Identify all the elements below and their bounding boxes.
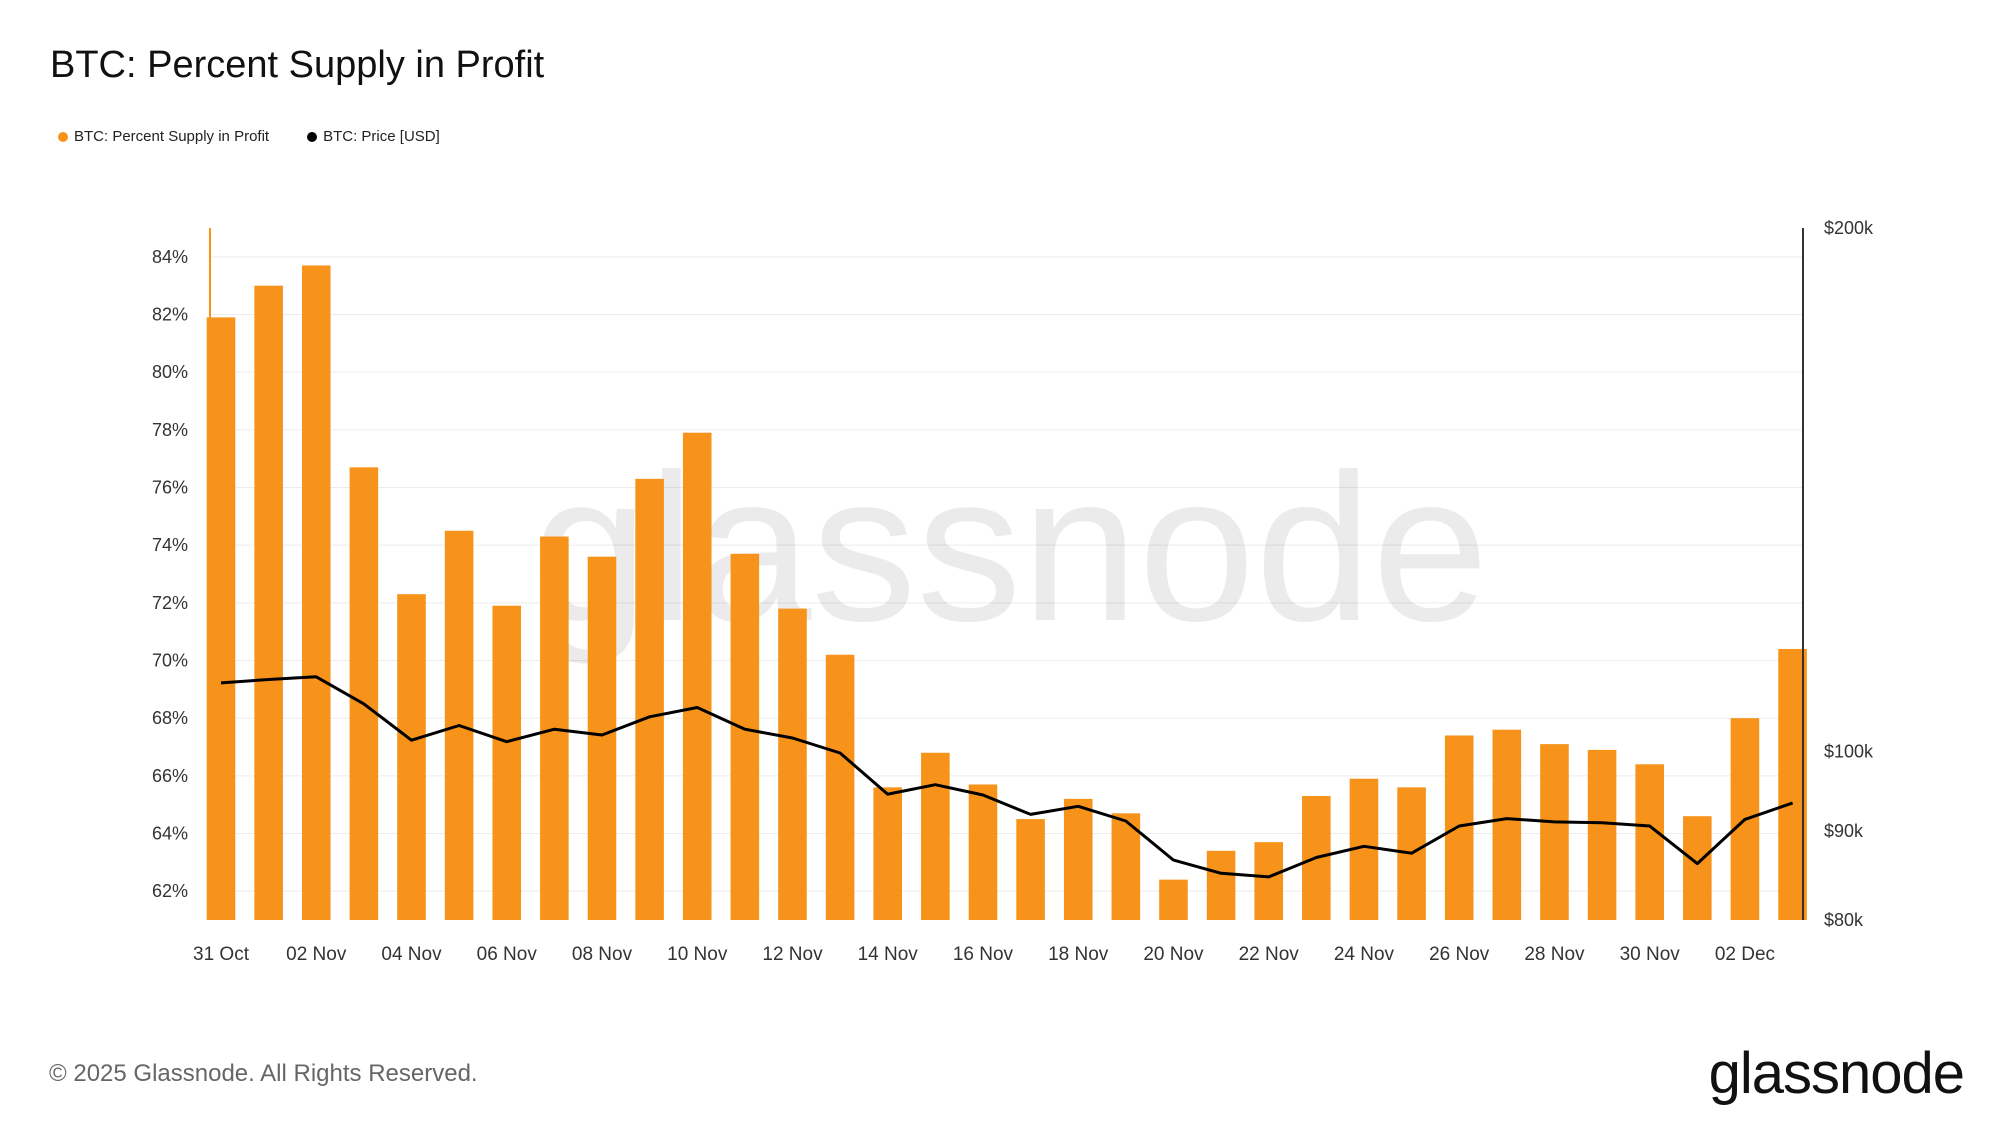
x-tick-label: 20 Nov (1143, 944, 1204, 965)
bar (492, 605, 522, 920)
bar (1063, 798, 1093, 920)
bar (206, 317, 236, 921)
x-tick-label: 14 Nov (858, 944, 919, 965)
bar (1635, 764, 1664, 920)
bar (1111, 813, 1141, 920)
bar (349, 467, 379, 920)
y-right-tick-label: $100k (1824, 741, 1874, 761)
y-axis-right-ticks: $80k $90k $100k $200k (1824, 218, 1874, 930)
bar (1683, 816, 1712, 920)
y-right-tick-label: $200k (1824, 218, 1874, 238)
bar (635, 478, 664, 920)
y-left-tick-label: 62% (152, 881, 188, 901)
bar (1444, 735, 1474, 920)
bar (730, 553, 760, 920)
bar (301, 265, 331, 920)
x-tick-label: 10 Nov (667, 944, 728, 965)
price-line (220, 675, 1794, 879)
bar (397, 594, 426, 920)
legend-label-supply: BTC: Percent Supply in Profit (74, 128, 270, 145)
bar (1587, 749, 1617, 920)
y-right-tick-label: $80k (1824, 910, 1864, 930)
y-axis-left-ticks: 62% 64% 66% 68% 70% 72% 74% 76% 78% 80% 82% 84% (152, 247, 188, 901)
y-left-tick-label: 72% (152, 593, 188, 613)
bar (921, 752, 950, 920)
bar-series (206, 265, 1807, 921)
glassnode-logo[interactable]: glassnode (1708, 1041, 1965, 1106)
bar (682, 432, 712, 920)
x-tick-label: 16 Nov (953, 944, 1014, 965)
chart-title: BTC: Percent Supply in Profit (50, 44, 545, 86)
bar (825, 654, 855, 920)
x-axis-ticks: 31 Oct 02 Nov 04 Nov 06 Nov 08 Nov 10 Nov 12 N… (193, 944, 1775, 965)
x-tick-label: 04 Nov (381, 944, 442, 965)
y-left-tick-label: 82% (152, 305, 188, 325)
x-tick-label: 24 Nov (1334, 944, 1395, 965)
line-series (220, 675, 1794, 879)
y-left-tick-label: 80% (152, 362, 188, 382)
legend-dot-supply (58, 131, 68, 142)
x-tick-label: 02 Dec (1715, 944, 1775, 965)
y-left-tick-label: 84% (152, 247, 188, 267)
bar (1492, 729, 1522, 920)
watermark: glassnode (531, 430, 1488, 665)
bar (1206, 850, 1236, 920)
x-tick-label: 18 Nov (1048, 944, 1109, 965)
bar (587, 556, 617, 920)
legend-label-price: BTC: Price [USD] (323, 128, 440, 145)
x-tick-label: 08 Nov (572, 944, 633, 965)
y-left-tick-label: 64% (152, 824, 188, 844)
y-left-tick-label: 74% (152, 535, 188, 555)
x-tick-label: 06 Nov (477, 944, 538, 965)
x-tick-label: 28 Nov (1524, 944, 1585, 965)
bar (1016, 819, 1045, 920)
grid-lines (210, 256, 1803, 892)
bar (968, 784, 998, 920)
x-tick-label: 02 Nov (286, 944, 347, 965)
x-tick-label: 30 Nov (1620, 944, 1681, 965)
bar (254, 285, 283, 921)
bar (1254, 842, 1283, 920)
legend-item-supply[interactable]: BTC: Percent Supply in Profit (58, 128, 269, 145)
x-tick-label: 22 Nov (1239, 944, 1300, 965)
y-left-tick-label: 66% (152, 766, 188, 786)
chart-legend: BTC: Percent Supply in Profit BTC: Price… (58, 128, 440, 145)
copyright-footer: © 2025 Glassnode. All Rights Reserved. (49, 1060, 478, 1087)
y-left-tick-label: 78% (152, 420, 188, 440)
axes (209, 228, 1804, 920)
legend-item-price[interactable]: BTC: Price [USD] (307, 128, 440, 145)
bar (1540, 744, 1569, 920)
x-tick-label: 12 Nov (762, 944, 823, 965)
bar (778, 608, 807, 920)
y-left-tick-label: 68% (152, 708, 188, 728)
bar (873, 787, 903, 920)
legend-dot-price (307, 131, 318, 142)
x-tick-label: 31 Oct (193, 944, 250, 965)
y-left-tick-label: 76% (152, 478, 188, 498)
y-left-tick-label: 70% (152, 651, 188, 671)
x-tick-label: 26 Nov (1429, 944, 1490, 965)
y-right-tick-label: $90k (1824, 821, 1864, 841)
bar (1159, 879, 1188, 920)
